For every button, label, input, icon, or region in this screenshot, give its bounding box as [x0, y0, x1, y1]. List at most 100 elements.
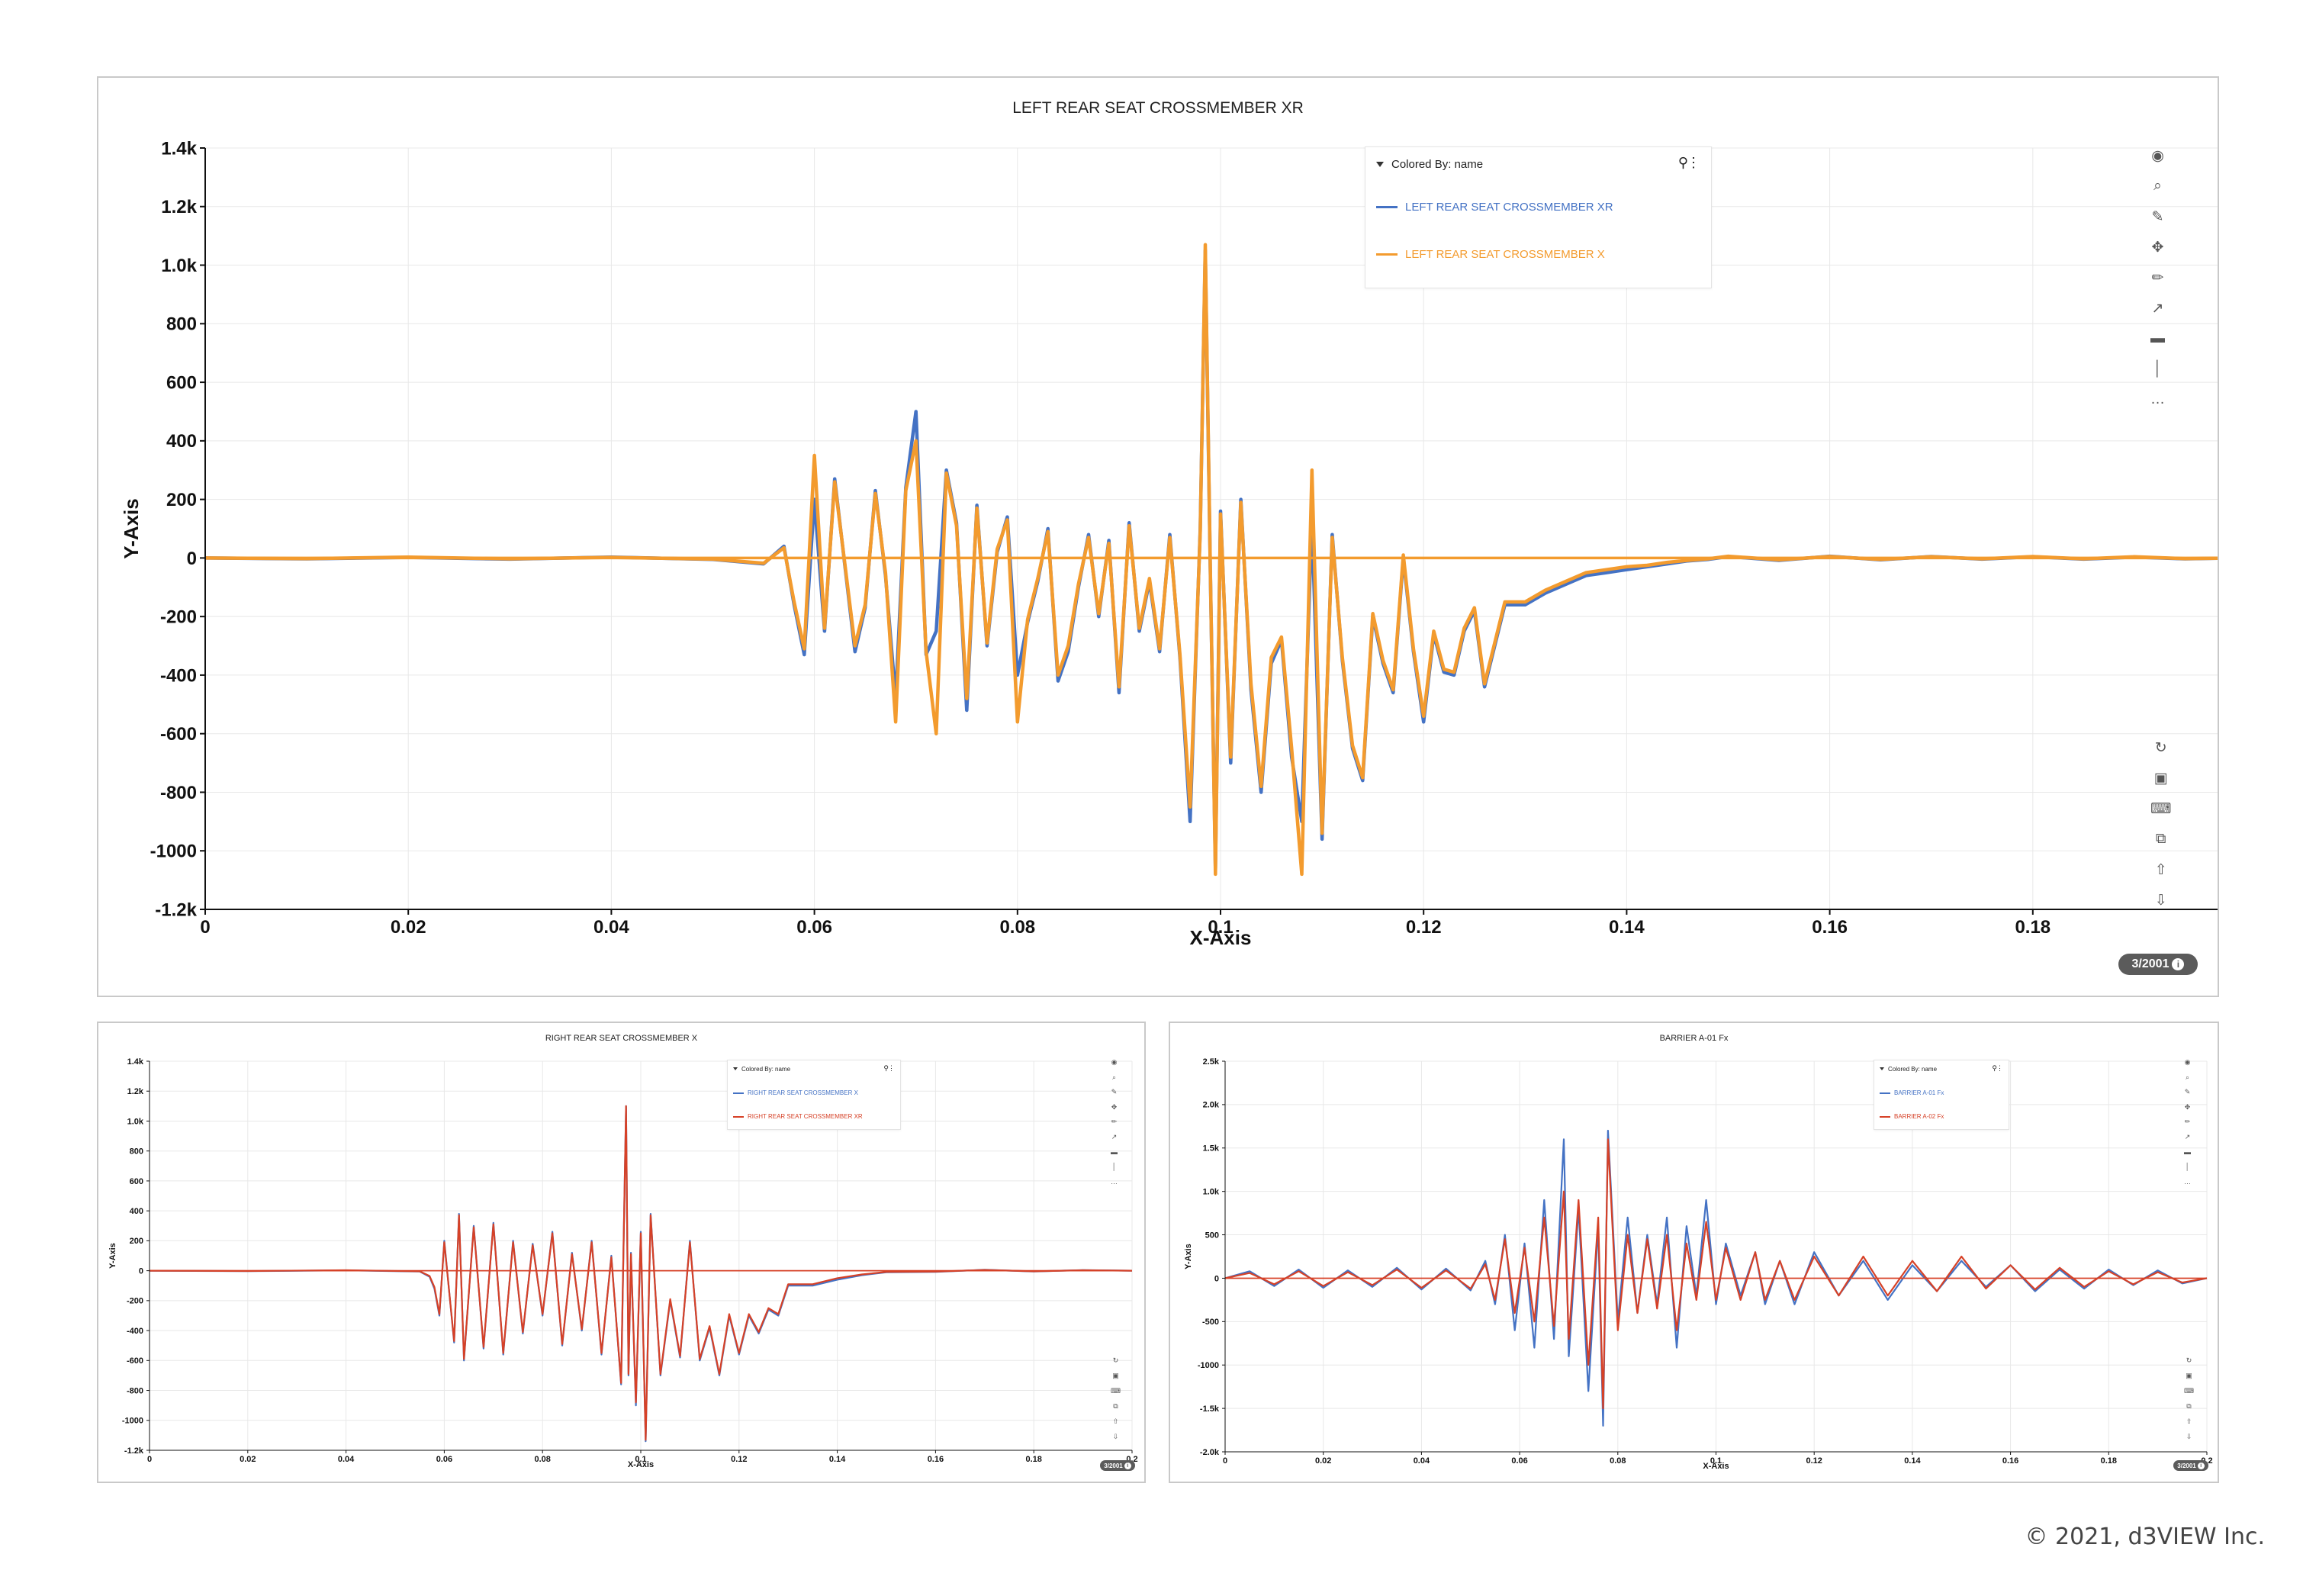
marker-icon[interactable]: ▬ — [1111, 1147, 1118, 1156]
copy-icon[interactable]: ⧉ — [2155, 831, 2166, 847]
download-icon[interactable]: ⇩ — [2154, 892, 2167, 909]
eye-icon[interactable]: ◉ — [1111, 1058, 1118, 1067]
refresh-icon[interactable]: ↻ — [2186, 1356, 2192, 1364]
refresh-icon[interactable]: ↻ — [2154, 739, 2167, 756]
y-tick-label: 200 — [166, 490, 197, 510]
legend-label: RIGHT REAR SEAT CROSSMEMBER XR — [748, 1113, 863, 1120]
line-icon[interactable]: │ — [1111, 1163, 1117, 1171]
x-tick-label: 0 — [200, 917, 210, 938]
legend-item[interactable]: BARRIER A-02 Fx — [1880, 1113, 1944, 1120]
kebab-menu-icon[interactable]: ⋮ — [1996, 1064, 2003, 1072]
counter-text: 3/2001 — [1104, 1462, 1123, 1469]
search-icon[interactable]: ⚲ — [883, 1064, 889, 1072]
legend-swatch — [1880, 1115, 1890, 1118]
upload-icon[interactable]: ⇧ — [1112, 1417, 1119, 1425]
collapse-triangle-icon[interactable] — [1376, 161, 1384, 167]
copy-icon[interactable]: ⧉ — [1113, 1401, 1118, 1410]
pan-icon[interactable]: ✥ — [2184, 1102, 2191, 1111]
x-tick-label: 0.06 — [796, 917, 832, 938]
brush-icon[interactable]: ✎ — [2184, 1088, 2191, 1096]
x-tick-label: 0.04 — [1414, 1456, 1430, 1466]
record-counter[interactable]: 3/2001 i — [2173, 1460, 2208, 1471]
keyboard-icon[interactable]: ⌨ — [2150, 800, 2172, 817]
plot-area[interactable]: 0 0.02 0.04 0.06 0.08 0.1 0.12 0.14 0.16 0.18 0.22… — [1170, 1023, 2218, 1482]
zoom-icon[interactable]: ⌕ — [1111, 1073, 1117, 1081]
legend: Colored By: name ⚲ ⋮ BARRIER A-01 Fx BAR… — [1874, 1060, 2009, 1130]
x-tick-label: 0.08 — [1610, 1456, 1626, 1466]
toolbar-bottom: ↻ ▣ ⌨ ⧉ ⇧ ⇩ — [1111, 1353, 1121, 1444]
more-icon[interactable]: … — [1111, 1177, 1118, 1186]
brush-icon[interactable]: ✎ — [2151, 208, 2164, 225]
x-tick-label: 0.12 — [731, 1455, 747, 1464]
upload-icon[interactable]: ⇧ — [2154, 861, 2167, 878]
keyboard-icon[interactable]: ⌨ — [2184, 1386, 2194, 1395]
eye-icon[interactable]: ◉ — [2151, 147, 2164, 164]
search-icon[interactable]: ⚲ — [1992, 1064, 1997, 1072]
copy-icon[interactable]: ⧉ — [2186, 1401, 2192, 1410]
y-axis-label: Y-Axis — [108, 1243, 117, 1269]
arrow-up-right-icon[interactable]: ↗ — [1111, 1132, 1118, 1141]
legend-item[interactable]: RIGHT REAR SEAT CROSSMEMBER XR — [733, 1113, 863, 1120]
plot-area[interactable]: 00.020.040.060.080.10.120.140.160.180.21… — [98, 78, 2218, 996]
legend-swatch — [1376, 253, 1398, 256]
save-icon[interactable]: ▣ — [2186, 1371, 2192, 1379]
y-tick-label: -1000 — [1198, 1361, 1219, 1370]
download-icon[interactable]: ⇩ — [2186, 1432, 2192, 1440]
legend: Colored By: name ⚲ ⋮ LEFT REAR SEAT CROS… — [1365, 146, 1712, 288]
zoom-icon[interactable]: ⌕ — [2185, 1073, 2190, 1081]
x-tick-label: 0.16 — [1812, 917, 1848, 938]
series-line-2 — [1224, 1138, 2208, 1410]
pencil-icon[interactable]: ✏ — [1111, 1118, 1118, 1126]
more-icon[interactable]: … — [2184, 1177, 2191, 1186]
info-icon[interactable]: i — [2172, 958, 2185, 970]
marker-icon[interactable]: ▬ — [2150, 330, 2165, 346]
marker-icon[interactable]: ▬ — [2184, 1147, 2191, 1156]
zoom-icon[interactable]: ⌕ — [2153, 178, 2162, 194]
x-tick-label: 0.04 — [593, 917, 629, 938]
legend-header: Colored By: name — [1888, 1065, 1938, 1073]
info-icon[interactable]: i — [2197, 1462, 2205, 1469]
more-icon[interactable]: … — [2150, 391, 2165, 407]
y-tick-label: -1.2k — [155, 899, 197, 920]
y-tick-label: 500 — [1205, 1231, 1219, 1240]
y-tick-label: -400 — [127, 1327, 143, 1336]
toolbar-top: ◉ ⌕ ✎ ✥ ✏ ↗ ▬ │ … — [1111, 1055, 1118, 1189]
kebab-menu-icon[interactable]: ⋮ — [1687, 155, 1700, 170]
series-line-2 — [149, 1105, 1133, 1441]
upload-icon[interactable]: ⇧ — [2186, 1417, 2192, 1425]
save-icon[interactable]: ▣ — [1112, 1371, 1119, 1379]
download-icon[interactable]: ⇩ — [1112, 1432, 1119, 1440]
line-icon[interactable]: │ — [2185, 1163, 2190, 1171]
eye-icon[interactable]: ◉ — [2184, 1058, 2191, 1067]
legend-item[interactable]: BARRIER A-01 Fx — [1880, 1089, 1944, 1096]
x-tick-label: 0.06 — [1511, 1456, 1527, 1466]
legend-item[interactable]: LEFT REAR SEAT CROSSMEMBER X — [1376, 248, 1605, 261]
pan-icon[interactable]: ✥ — [1111, 1102, 1118, 1111]
y-tick-label: -600 — [160, 724, 197, 745]
record-counter[interactable]: 3/2001 i — [1100, 1460, 1135, 1471]
info-icon[interactable]: i — [1124, 1462, 1131, 1469]
keyboard-icon[interactable]: ⌨ — [1111, 1386, 1121, 1395]
collapse-triangle-icon[interactable] — [1880, 1067, 1884, 1070]
x-tick-label: 0 — [147, 1455, 152, 1464]
arrow-up-right-icon[interactable]: ↗ — [2151, 300, 2164, 317]
legend-item[interactable]: RIGHT REAR SEAT CROSSMEMBER X — [733, 1089, 858, 1096]
y-tick-label: -2.0k — [1200, 1448, 1220, 1457]
pencil-icon[interactable]: ✏ — [2151, 269, 2164, 286]
save-icon[interactable]: ▣ — [2153, 770, 2168, 787]
y-tick-label: -800 — [160, 783, 197, 803]
legend-item[interactable]: LEFT REAR SEAT CROSSMEMBER XR — [1376, 201, 1613, 214]
refresh-icon[interactable]: ↻ — [1112, 1356, 1119, 1364]
line-icon[interactable]: │ — [2153, 361, 2163, 377]
record-counter[interactable]: 3/2001 i — [2118, 954, 2198, 975]
pencil-icon[interactable]: ✏ — [2184, 1118, 2191, 1126]
y-tick-label: -1.2k — [124, 1446, 144, 1456]
arrow-up-right-icon[interactable]: ↗ — [2184, 1132, 2191, 1141]
y-tick-label: 1.0k — [127, 1117, 144, 1126]
brush-icon[interactable]: ✎ — [1111, 1088, 1118, 1096]
pan-icon[interactable]: ✥ — [2151, 239, 2164, 256]
search-icon[interactable]: ⚲ — [1677, 155, 1688, 170]
kebab-menu-icon[interactable]: ⋮ — [888, 1064, 895, 1072]
collapse-triangle-icon[interactable] — [733, 1067, 738, 1070]
